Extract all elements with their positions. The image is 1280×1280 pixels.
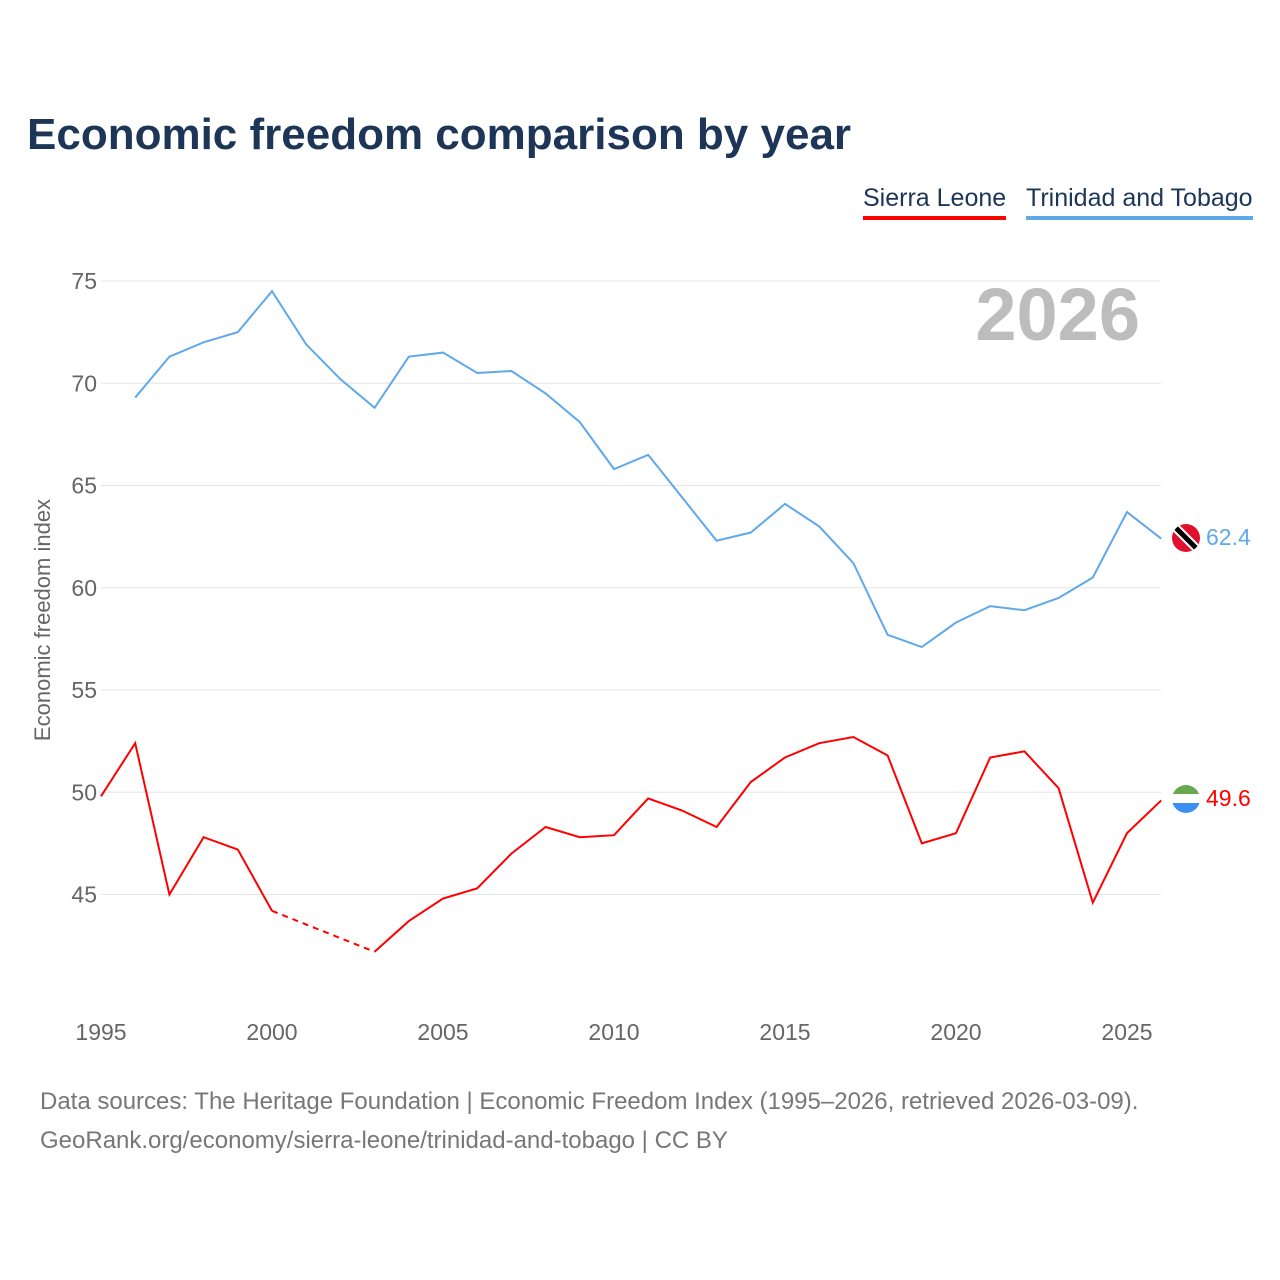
series-line-sierra-leone [373,735,1162,953]
footer-link[interactable]: GeoRank.org/economy/sierra-leone/trinida… [40,1127,728,1154]
x-tick-label: 2015 [759,1019,810,1045]
y-tick-label: 60 [71,575,97,601]
year-watermark: 2026 [975,273,1140,356]
x-tick-label: 2005 [417,1019,468,1045]
end-label-trinidad: 62.4 [1206,524,1251,550]
y-tick-label: 55 [71,677,97,703]
y-axis-label: Economic freedom index [30,499,55,741]
footer-sources: Data sources: The Heritage Foundation | … [40,1088,1139,1115]
y-tick-label: 45 [71,882,97,908]
x-tick-label: 2025 [1101,1019,1152,1045]
x-tick-label: 2020 [930,1019,981,1045]
y-tick-label: 50 [71,779,97,805]
x-tick-label: 1995 [75,1019,126,1045]
trinidad-flag-icon [1172,524,1200,552]
legend-sierra-leone[interactable]: Sierra Leone [863,184,1007,220]
y-tick-label: 65 [71,473,97,499]
y-tick-label: 70 [71,370,97,396]
x-tick-label: 2010 [588,1019,639,1045]
sierra-leone-flag-icon [1172,785,1200,813]
series-gap-sierra-leone [271,909,375,953]
end-label-sierra-leone: 49.6 [1206,785,1251,811]
legend-trinidad-and-tobago[interactable]: Trinidad and Tobago [1026,184,1253,220]
y-tick-label: 75 [71,268,97,294]
series-line-trinidad-and-tobago [134,289,1162,649]
chart-title: Economic freedom comparison by year [27,110,852,159]
x-tick-label: 2000 [246,1019,297,1045]
series-line-sierra-leone [100,740,273,912]
